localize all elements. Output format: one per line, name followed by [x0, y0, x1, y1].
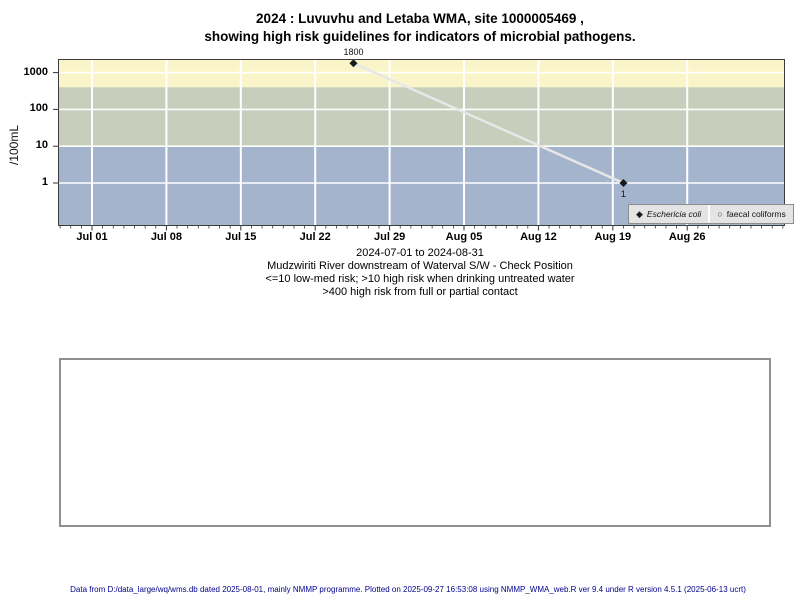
plot-area [53, 59, 785, 231]
caption-date-range: 2024-07-01 to 2024-08-31 [356, 247, 484, 259]
x-tick-label: Aug 26 [668, 231, 706, 243]
y-tick-label: 1000 [23, 65, 48, 78]
x-tick-label: Jul 15 [225, 231, 257, 243]
chart-caption: 2024-07-01 to 2024-08-31 Mudzwiriti Rive… [40, 247, 800, 299]
legend-divider [708, 205, 711, 223]
x-tick-label: Jul 29 [374, 231, 406, 243]
point-value-label: 1800 [343, 47, 364, 58]
x-tick-label: Aug 19 [594, 231, 632, 243]
x-tick-label: Jul 22 [299, 231, 331, 243]
x-tick-label: Jul 08 [150, 231, 182, 243]
y-tick-label: 100 [29, 102, 48, 115]
x-tick-label: Aug 12 [520, 231, 557, 243]
y-tick-label: 1 [41, 176, 48, 188]
x-tick-label: Aug 05 [445, 231, 483, 243]
filled-diamond-icon: ◆ [636, 208, 643, 219]
chart-legend: ◆ Eschericia coli ○ faecal coliforms [628, 204, 794, 224]
footer-provenance: Data from D:/data_large/wq/wms.db dated … [70, 585, 746, 594]
legend-item-faecal: ○ faecal coliforms [710, 205, 793, 223]
chart-title-line2: showing high risk guidelines for indicat… [204, 29, 636, 44]
caption-risk-note-2: >400 high risk from full or partial cont… [322, 286, 518, 298]
legend-label-faecal: faecal coliforms [726, 209, 786, 219]
chart-title: 2024 : Luvuvhu and Letaba WMA, site 1000… [40, 10, 800, 46]
caption-risk-note-1: <=10 low-med risk; >10 high risk when dr… [265, 273, 575, 285]
legend-item-ecoli: ◆ Eschericia coli [629, 205, 708, 223]
chart-title-line1: 2024 : Luvuvhu and Letaba WMA, site 1000… [256, 11, 584, 26]
point-value-label: 1 [620, 189, 626, 199]
y-tick-label: 10 [35, 139, 48, 152]
comments-box [59, 358, 771, 527]
open-circle-icon: ○ [717, 208, 723, 219]
x-tick-label: Jul 01 [76, 231, 108, 243]
caption-site-description: Mudzwiriti River downstream of Waterval … [267, 260, 573, 272]
legend-label-ecoli: Eschericia coli [646, 209, 702, 219]
